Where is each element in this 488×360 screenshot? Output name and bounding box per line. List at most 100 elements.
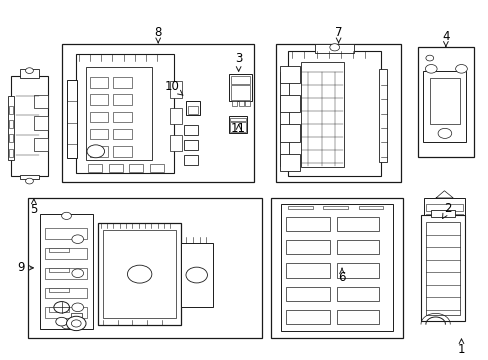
Bar [336, 263, 378, 278]
Bar [231, 101, 236, 107]
Circle shape [25, 178, 33, 184]
Bar [44, 228, 87, 239]
Bar [230, 118, 245, 121]
Bar [11, 76, 48, 176]
Bar [44, 288, 87, 298]
Circle shape [455, 64, 467, 73]
Circle shape [425, 55, 433, 61]
Bar [285, 217, 329, 231]
Bar [423, 71, 466, 142]
Bar [34, 116, 48, 130]
Circle shape [72, 269, 83, 278]
Circle shape [127, 265, 152, 283]
Bar [9, 134, 13, 142]
Circle shape [425, 64, 436, 73]
Text: 2: 2 [442, 202, 451, 219]
Bar [66, 80, 77, 158]
Bar [49, 248, 69, 252]
Bar [285, 310, 329, 324]
Circle shape [72, 303, 83, 312]
Bar [44, 248, 87, 259]
Bar [44, 268, 87, 279]
Bar [169, 81, 182, 98]
Bar [61, 44, 254, 182]
Bar [49, 288, 69, 292]
Bar [300, 62, 344, 167]
Bar [113, 77, 132, 88]
Circle shape [61, 321, 71, 329]
Bar [426, 224, 462, 231]
Bar [20, 175, 39, 179]
Bar [90, 94, 108, 105]
Bar [76, 54, 173, 173]
Bar [9, 106, 13, 114]
Bar [90, 112, 108, 122]
Bar [228, 74, 252, 101]
Bar [336, 217, 378, 231]
Bar [90, 129, 108, 139]
Bar [150, 164, 163, 172]
Bar [323, 206, 347, 210]
Bar [90, 146, 108, 157]
Circle shape [61, 212, 71, 220]
Bar [285, 263, 329, 278]
Circle shape [87, 145, 104, 158]
Bar [86, 67, 152, 160]
Bar [113, 94, 132, 105]
Circle shape [72, 235, 83, 243]
Bar [9, 120, 13, 128]
Bar [423, 198, 465, 234]
Bar [280, 125, 299, 141]
Bar [113, 129, 132, 139]
Text: 5: 5 [30, 199, 38, 216]
Bar [71, 313, 82, 317]
Bar [49, 268, 69, 272]
Bar [187, 106, 197, 114]
Text: 3: 3 [234, 51, 242, 71]
Bar [336, 287, 378, 301]
Bar [103, 230, 176, 318]
Bar [279, 72, 289, 166]
Bar [34, 95, 48, 108]
Circle shape [329, 44, 339, 51]
Bar [90, 77, 108, 88]
Bar [40, 214, 93, 329]
Bar [425, 222, 459, 315]
Bar [315, 44, 353, 53]
Bar [420, 215, 464, 320]
Bar [181, 243, 212, 307]
Bar [358, 206, 382, 210]
Circle shape [437, 129, 451, 138]
Circle shape [54, 302, 69, 313]
Bar [245, 101, 250, 107]
Bar [429, 78, 459, 125]
Bar [169, 108, 182, 125]
Bar [230, 76, 250, 84]
Bar [426, 204, 462, 211]
Text: 6: 6 [338, 268, 345, 284]
Text: 11: 11 [231, 122, 245, 135]
Bar [281, 204, 392, 331]
Bar [336, 240, 378, 254]
Bar [336, 310, 378, 324]
Text: 7: 7 [334, 27, 342, 43]
Bar [280, 154, 299, 171]
Bar [34, 138, 48, 151]
Circle shape [25, 68, 33, 73]
Circle shape [185, 267, 207, 283]
Bar [230, 85, 250, 100]
Bar [288, 51, 380, 176]
Bar [183, 140, 198, 150]
Text: 10: 10 [164, 80, 183, 95]
Bar [9, 149, 13, 157]
Text: 1: 1 [457, 339, 464, 356]
Bar [228, 116, 247, 134]
Bar [285, 240, 329, 254]
Bar [98, 223, 181, 325]
Bar [280, 95, 299, 112]
Bar [271, 198, 402, 338]
Circle shape [66, 316, 86, 330]
Bar [8, 96, 14, 160]
Bar [276, 44, 400, 182]
Bar [27, 198, 261, 338]
